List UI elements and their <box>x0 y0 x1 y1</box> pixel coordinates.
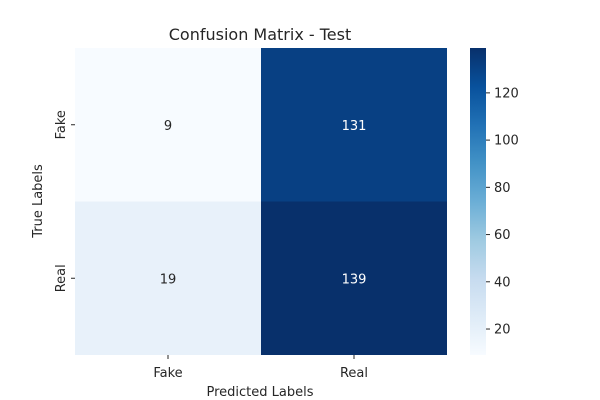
cell-value-1-0: 19 <box>160 272 177 287</box>
x-tick-label-1: Real <box>340 366 368 381</box>
heatmap-cell-1-1 <box>261 201 447 355</box>
x-axis-ticks: Fake Real <box>153 355 368 381</box>
cell-value-0-1: 131 <box>342 119 367 134</box>
heatmap-cell-0-1 <box>261 48 447 202</box>
colorbar-ticks: 20 40 60 80 100 120 <box>486 86 519 338</box>
colorbar-tick-label-0: 20 <box>494 323 511 338</box>
heatmap-cell-labels: 9 131 19 139 <box>160 119 367 288</box>
y-axis-ticks: Fake Real <box>54 110 75 292</box>
heatmap-cell-0-0 <box>75 48 261 202</box>
colorbar-tick-label-2: 60 <box>494 228 511 243</box>
y-tick-label-1: Real <box>54 264 69 292</box>
x-axis-label: Predicted Labels <box>206 385 313 400</box>
x-tick-label-0: Fake <box>153 366 182 381</box>
colorbar-tick-label-4: 100 <box>494 134 519 149</box>
heatmap-cell-1-0 <box>75 201 261 355</box>
colorbar <box>470 48 486 355</box>
colorbar-tick-label-1: 40 <box>494 275 511 290</box>
heatmap-cells <box>75 48 447 355</box>
cell-value-1-1: 139 <box>342 272 367 287</box>
chart-title: Confusion Matrix - Test <box>169 25 352 44</box>
y-axis-label: True Labels <box>31 164 46 239</box>
colorbar-tick-label-5: 120 <box>494 86 519 101</box>
y-tick-label-0: Fake <box>54 110 69 139</box>
cell-value-0-0: 9 <box>164 119 172 134</box>
colorbar-tick-label-3: 80 <box>494 181 511 196</box>
